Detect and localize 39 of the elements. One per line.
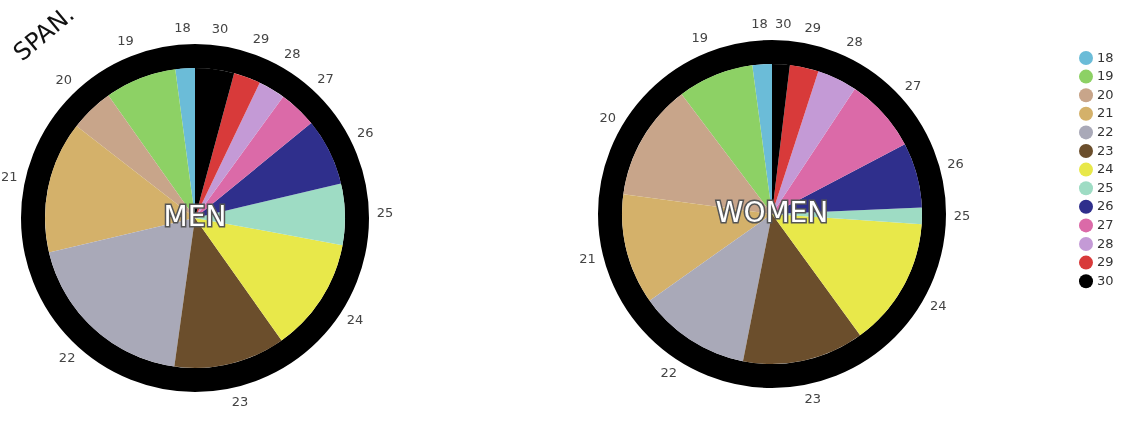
- slice-label: 30: [775, 15, 792, 31]
- slice-label: 18: [174, 19, 191, 35]
- legend-label: 20: [1097, 86, 1114, 102]
- legend-label: 26: [1097, 198, 1114, 214]
- slice-label: 28: [846, 34, 863, 50]
- slice-label: 19: [691, 29, 709, 45]
- legend-label: 28: [1097, 235, 1114, 251]
- legend-label: 30: [1097, 272, 1114, 288]
- legend-label: 21: [1097, 105, 1114, 121]
- legend-label: 22: [1097, 123, 1114, 139]
- slice-label: 25: [376, 204, 394, 220]
- slice-label: 29: [804, 19, 822, 35]
- slice-label: 28: [283, 46, 301, 62]
- legend-label: 27: [1097, 216, 1114, 232]
- slice-label: 27: [904, 78, 922, 94]
- slice-label: 23: [804, 391, 822, 407]
- slice-label: 22: [58, 350, 76, 366]
- slice-label: 27: [317, 71, 334, 87]
- slice-label: 21: [579, 251, 596, 267]
- slice-label: 26: [947, 155, 964, 171]
- slice-label: 30: [211, 21, 229, 37]
- slice-label: 20: [55, 72, 72, 88]
- slice-label: 24: [346, 311, 364, 327]
- legend-label: 24: [1097, 161, 1114, 177]
- slice-label: 20: [599, 109, 617, 125]
- legend-label: 29: [1097, 254, 1114, 270]
- slice-label: 24: [929, 297, 947, 313]
- slice-label: 23: [231, 394, 249, 410]
- legend-label: 19: [1097, 68, 1114, 84]
- slice-label: 22: [660, 364, 677, 380]
- slice-label: 21: [1, 169, 18, 185]
- slice-label: 19: [117, 32, 134, 48]
- legend-label: 23: [1097, 142, 1114, 158]
- slice-label: 29: [252, 31, 270, 47]
- slice-label: 18: [751, 15, 768, 31]
- legend-label: 18: [1097, 49, 1114, 65]
- legend-label: 25: [1097, 179, 1114, 195]
- slice-label: 26: [357, 125, 374, 141]
- slice-label: 25: [953, 207, 971, 223]
